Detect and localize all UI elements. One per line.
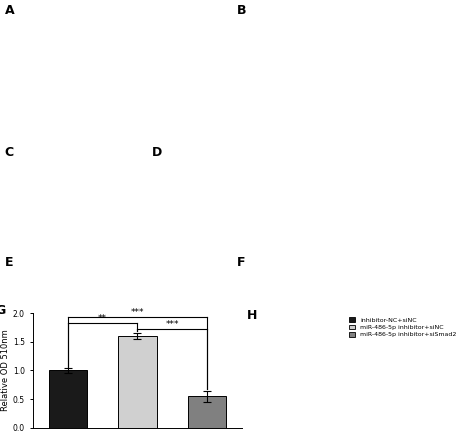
Text: **: ** bbox=[98, 314, 107, 323]
Text: ***: *** bbox=[131, 307, 144, 317]
Text: H: H bbox=[246, 309, 257, 321]
Legend: inhibitor-NC+siNC, miR-486-5p inhibitor+siNC, miR-486-5p inhibitor+siSmad2: inhibitor-NC+siNC, miR-486-5p inhibitor+… bbox=[347, 316, 457, 339]
Text: B: B bbox=[237, 4, 246, 17]
Text: E: E bbox=[5, 256, 13, 269]
Text: A: A bbox=[5, 4, 14, 17]
Bar bbox=[118, 336, 156, 428]
Text: F: F bbox=[237, 256, 246, 269]
Bar bbox=[188, 396, 226, 428]
Bar bbox=[49, 370, 87, 428]
Text: G: G bbox=[0, 304, 6, 317]
Y-axis label: Relative OD 510nm: Relative OD 510nm bbox=[1, 329, 10, 411]
Text: C: C bbox=[5, 146, 14, 158]
Text: ***: *** bbox=[165, 320, 179, 329]
Text: D: D bbox=[152, 146, 162, 158]
